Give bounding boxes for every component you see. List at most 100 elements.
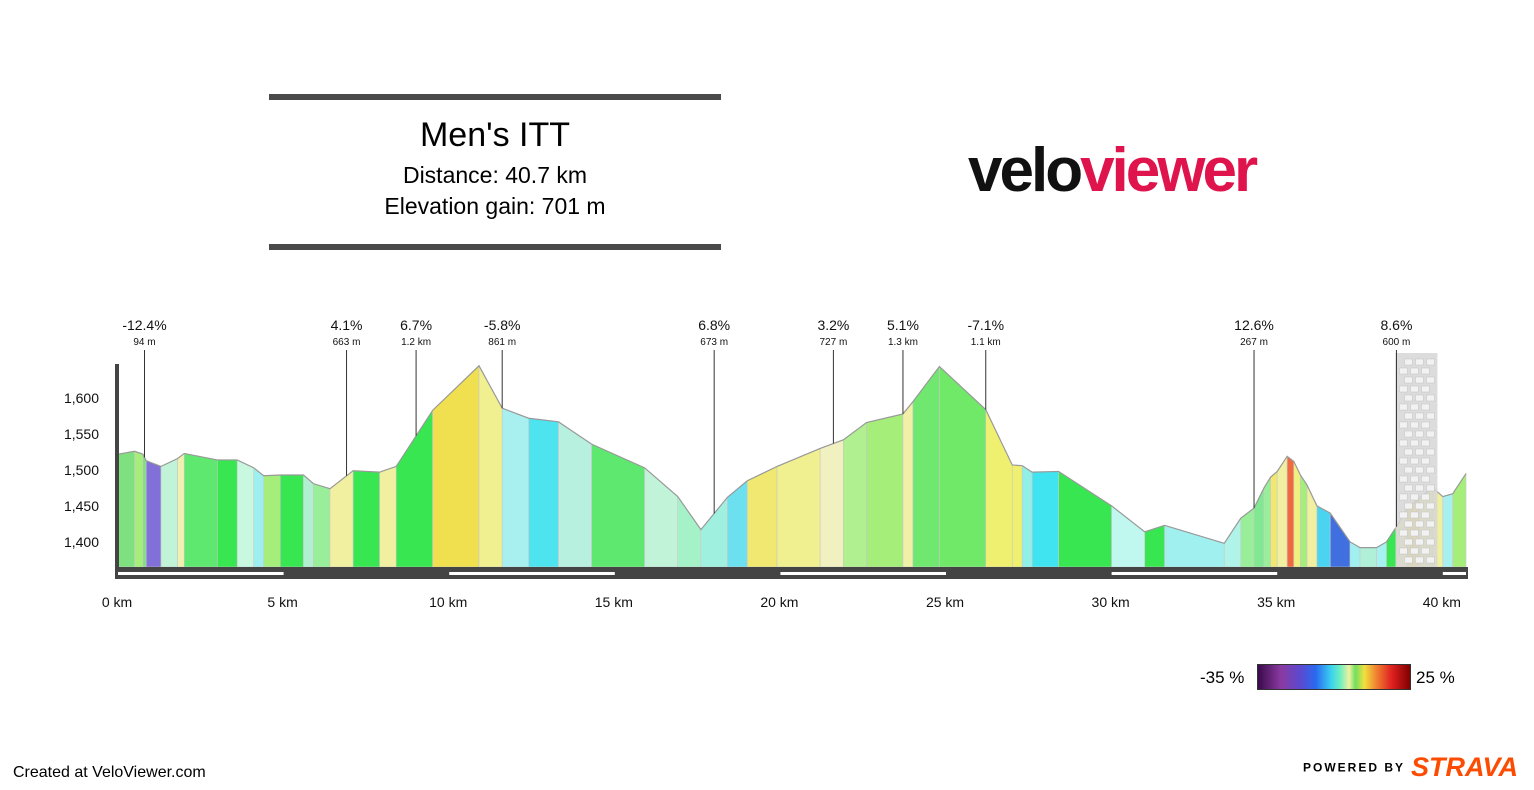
profile-segment <box>1442 493 1454 568</box>
x-tick-label: 10 km <box>429 594 467 610</box>
finish-tower-brick <box>1421 547 1430 555</box>
finish-tower-brick <box>1426 394 1435 402</box>
profile-segment <box>1286 455 1295 568</box>
finish-tower-brick <box>1399 529 1408 537</box>
profile-segment <box>677 495 702 568</box>
profile-segment <box>1144 524 1165 568</box>
y-tick-label: 1,450 <box>64 498 99 514</box>
finish-tower-brick <box>1426 376 1435 384</box>
finish-tower-brick <box>1415 358 1424 366</box>
profile-segment <box>528 417 559 568</box>
profile-segment <box>1021 465 1033 568</box>
x-tick-label: 25 km <box>926 594 964 610</box>
profile-segment <box>985 409 1013 568</box>
finish-tower-brick <box>1404 412 1413 420</box>
profile-segment <box>352 470 380 568</box>
climb-grade-label: -12.4% <box>122 317 166 333</box>
finish-tower-brick <box>1399 385 1408 393</box>
climb-length-label: 673 m <box>700 337 728 348</box>
profile-segment <box>501 407 529 568</box>
finish-tower-brick <box>1421 457 1430 465</box>
powered-by-text: POWERED BY <box>1302 760 1405 775</box>
climb-length-label: 663 m <box>333 337 361 348</box>
created-at-link[interactable]: Created at VeloViewer.com <box>13 764 206 781</box>
finish-tower-brick <box>1410 421 1419 429</box>
finish-tower-brick <box>1415 502 1424 510</box>
finish-tower-brick <box>1399 547 1408 555</box>
finish-tower-brick <box>1426 484 1435 492</box>
finish-tower-brick <box>1415 394 1424 402</box>
y-tick-label: 1,600 <box>64 390 99 406</box>
finish-tower-brick <box>1404 394 1413 402</box>
profile-segment <box>329 470 354 568</box>
profile-segment <box>1276 455 1288 568</box>
climb-grade-label: 8.6% <box>1380 317 1412 333</box>
profile-segment <box>727 480 748 568</box>
profile-segment <box>134 450 144 568</box>
finish-tower-brick <box>1415 430 1424 438</box>
finish-tower-brick <box>1421 493 1430 501</box>
logo-part-velo: velo <box>968 136 1083 205</box>
profile-segment <box>1316 505 1331 568</box>
y-tick-label: 1,400 <box>64 534 99 550</box>
finish-tower-brick <box>1426 412 1435 420</box>
profile-segment <box>1263 476 1271 568</box>
profile-segment <box>902 400 914 568</box>
profile-segment <box>313 483 331 568</box>
chart-title: Men's ITT <box>419 116 571 154</box>
climb-grade-label: -5.8% <box>484 317 521 333</box>
finish-tower-brick <box>1410 475 1419 483</box>
profile-segment <box>432 365 480 568</box>
finish-tower-brick <box>1404 376 1413 384</box>
profile-segment <box>145 460 162 568</box>
profile-segment <box>1452 472 1467 568</box>
finish-tower-brick <box>1421 403 1430 411</box>
profile-segment <box>1300 474 1308 568</box>
finish-tower-brick <box>1415 556 1424 564</box>
profile-segment <box>279 474 304 568</box>
finish-tower-brick <box>1415 466 1424 474</box>
finish-tower-brick <box>1421 511 1430 519</box>
finish-tower-brick <box>1426 520 1435 528</box>
profile-segment <box>1329 512 1351 568</box>
profile-segment <box>253 467 265 568</box>
profile-segment <box>1359 547 1377 568</box>
profile-segment <box>1031 471 1059 568</box>
x-axis-stripe <box>449 572 615 575</box>
x-tick-label: 40 km <box>1423 594 1461 610</box>
finish-tower-brick <box>1421 367 1430 375</box>
climb-grade-label: 4.1% <box>331 317 363 333</box>
finish-tower-brick <box>1410 367 1419 375</box>
legend-gradient-bar <box>1257 664 1411 690</box>
finish-tower-brick <box>1399 493 1408 501</box>
veloviewer-logo[interactable]: veloviewer <box>968 140 1258 202</box>
finish-tower-brick <box>1421 529 1430 537</box>
x-tick-label: 5 km <box>267 594 297 610</box>
profile-segment <box>939 365 987 568</box>
strava-logo: STRAVA <box>1411 752 1518 782</box>
x-tick-label: 30 km <box>1092 594 1130 610</box>
profile-segment <box>1386 525 1397 568</box>
powered-by-strava[interactable]: POWERED BY STRAVA <box>1303 752 1518 783</box>
climb-length-label: 1.1 km <box>971 337 1001 348</box>
x-axis-stripe <box>1111 572 1278 575</box>
profile-segment <box>303 474 314 568</box>
elevation-profile-chart: 1,400 1,450 1,500 1,550 1,600 0 km 5 km 10 km 15… <box>64 317 1468 610</box>
finish-tower-brick <box>1415 520 1424 528</box>
finish-tower-brick <box>1415 484 1424 492</box>
finish-tower-brick <box>1404 556 1413 564</box>
profile-segment <box>591 443 645 568</box>
profile-segment <box>263 474 281 568</box>
finish-tower-brick <box>1410 511 1419 519</box>
climb-length-label: 861 m <box>488 337 516 348</box>
finish-tower-brick <box>1404 484 1413 492</box>
profile-segment <box>843 421 867 568</box>
climb-grade-label: 6.8% <box>698 317 730 333</box>
finish-tower-brick <box>1399 421 1408 429</box>
finish-tower-brick <box>1421 439 1430 447</box>
profile-segment <box>1223 517 1242 568</box>
profile-segment <box>1011 464 1023 568</box>
x-tick-label: 35 km <box>1257 594 1295 610</box>
profile-segment <box>1349 541 1361 568</box>
profile-segment <box>183 453 218 568</box>
